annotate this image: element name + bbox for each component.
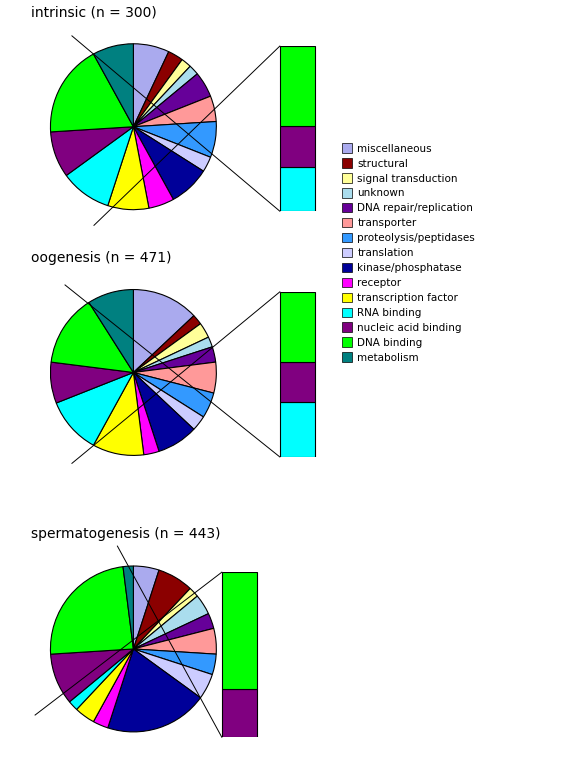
Wedge shape <box>133 290 194 372</box>
Wedge shape <box>108 649 201 732</box>
Wedge shape <box>133 127 211 171</box>
Wedge shape <box>133 337 212 372</box>
Text: spermatogenesis (n = 443): spermatogenesis (n = 443) <box>31 528 221 541</box>
Bar <box>222 572 256 689</box>
Wedge shape <box>50 127 133 175</box>
Wedge shape <box>123 566 133 649</box>
Wedge shape <box>133 74 211 127</box>
Wedge shape <box>77 649 133 722</box>
Wedge shape <box>133 649 212 697</box>
Bar <box>280 362 314 402</box>
Legend: miscellaneous, structural, signal transduction, unknown, DNA repair/replication,: miscellaneous, structural, signal transd… <box>342 144 475 362</box>
Wedge shape <box>133 566 159 649</box>
Bar <box>280 167 314 211</box>
Wedge shape <box>93 372 144 455</box>
Wedge shape <box>133 51 182 127</box>
Wedge shape <box>50 649 133 702</box>
Wedge shape <box>133 362 216 393</box>
Wedge shape <box>133 588 197 649</box>
Wedge shape <box>133 127 204 200</box>
Wedge shape <box>133 127 173 208</box>
Wedge shape <box>70 649 133 710</box>
Wedge shape <box>133 96 216 127</box>
Bar <box>280 46 314 127</box>
Wedge shape <box>133 60 190 127</box>
Wedge shape <box>50 362 133 403</box>
Wedge shape <box>50 567 133 654</box>
Wedge shape <box>133 614 214 649</box>
Wedge shape <box>56 372 133 445</box>
Wedge shape <box>133 596 208 649</box>
Text: intrinsic (n = 300): intrinsic (n = 300) <box>31 5 157 19</box>
Bar <box>280 402 314 457</box>
Wedge shape <box>133 66 197 127</box>
Wedge shape <box>93 44 133 127</box>
Wedge shape <box>89 290 133 372</box>
Wedge shape <box>66 127 133 206</box>
Wedge shape <box>108 127 149 210</box>
Wedge shape <box>93 649 133 728</box>
Wedge shape <box>133 372 214 417</box>
Wedge shape <box>133 372 194 452</box>
Wedge shape <box>133 324 208 372</box>
Wedge shape <box>50 54 133 132</box>
Wedge shape <box>133 121 216 157</box>
Bar <box>280 127 314 167</box>
Wedge shape <box>133 347 216 372</box>
Bar <box>280 292 314 362</box>
Wedge shape <box>133 372 159 455</box>
Text: oogenesis (n = 471): oogenesis (n = 471) <box>31 251 172 265</box>
Wedge shape <box>133 44 169 127</box>
Wedge shape <box>133 628 216 654</box>
Wedge shape <box>133 316 201 372</box>
Bar <box>222 689 256 737</box>
Wedge shape <box>51 303 133 372</box>
Wedge shape <box>133 372 204 429</box>
Wedge shape <box>133 649 216 674</box>
Wedge shape <box>133 570 190 649</box>
